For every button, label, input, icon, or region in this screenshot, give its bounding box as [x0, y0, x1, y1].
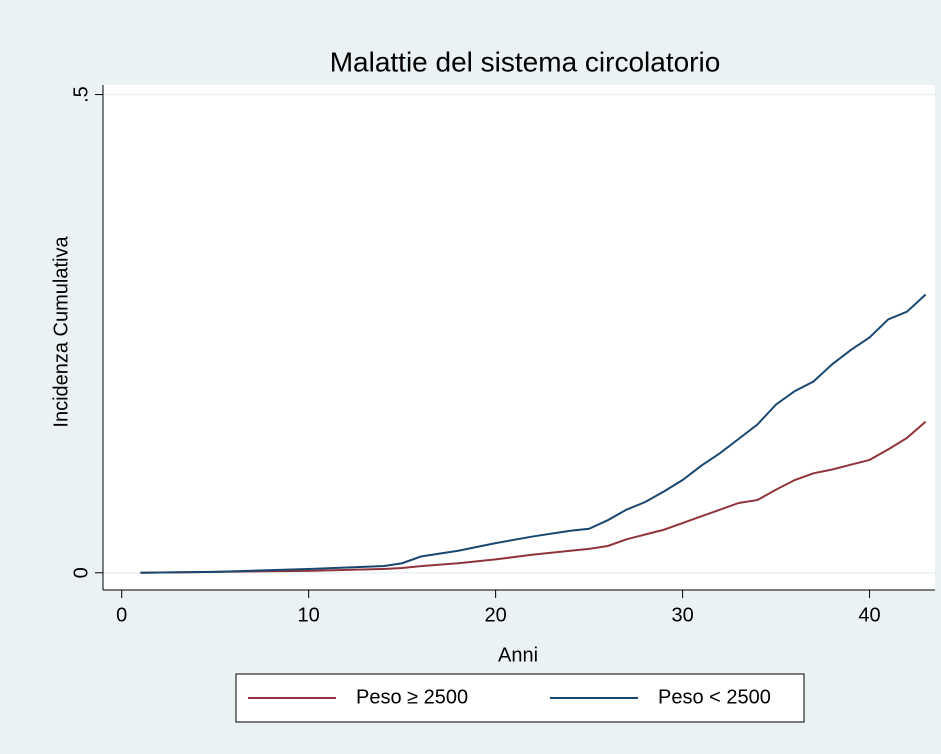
y-tick-label: 0 — [70, 567, 92, 578]
y-axis-label: Incidenza Cumulativa — [50, 236, 72, 428]
legend-label: Peso < 2500 — [658, 686, 771, 708]
x-tick-label: 0 — [116, 604, 127, 626]
plot-area — [103, 85, 935, 590]
chart-title: Malattie del sistema circolatorio — [330, 46, 721, 77]
x-tick-label: 30 — [671, 604, 693, 626]
x-tick-label: 40 — [858, 604, 880, 626]
series-line — [140, 420, 927, 574]
series-line — [140, 293, 927, 574]
x-tick-label: 20 — [485, 604, 507, 626]
y-tick-label: .5 — [70, 86, 92, 103]
x-axis-label: Anni — [498, 644, 538, 666]
legend-label: Peso ≥ 2500 — [356, 686, 468, 708]
x-tick-label: 10 — [298, 604, 320, 626]
